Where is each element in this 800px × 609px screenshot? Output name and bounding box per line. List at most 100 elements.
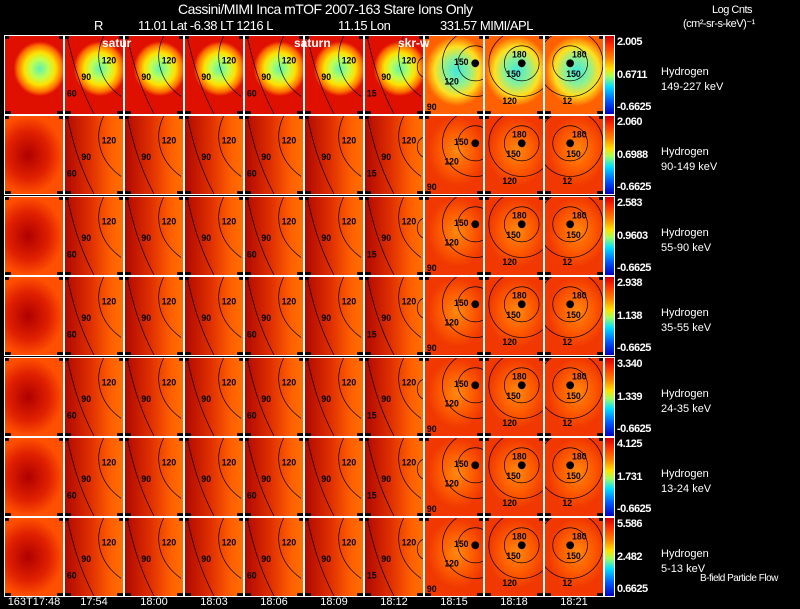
species-label: Hydrogen — [661, 307, 709, 319]
contour-label: 120 — [402, 55, 417, 65]
colorbar-cmid-label: 0.9603 — [617, 230, 648, 242]
contour-label: 180 — [572, 210, 587, 220]
image-panel: 90 120 60 — [244, 115, 304, 195]
colorbar-cmax-label: 2.005 — [617, 36, 643, 48]
time-tick-label: 17:54 — [80, 596, 108, 608]
contour-label: 120 — [342, 296, 357, 306]
contour-label: 120 — [162, 296, 177, 306]
contour-label: 150 — [506, 391, 521, 401]
contour-label: 120 — [402, 537, 417, 547]
channel-label: Hydrogen 35-55 keV — [661, 306, 711, 336]
image-panel: 90 120 — [304, 35, 364, 115]
contour-label: 90 — [381, 72, 391, 82]
image-panel: 180 150 12 — [544, 35, 604, 115]
contour-label: 120 — [342, 377, 357, 387]
contour-label: 12 — [562, 96, 572, 106]
image-panel: 180 150 12 — [544, 276, 604, 356]
contour-label: 120 — [444, 157, 459, 167]
colorbar-cmid-label: 0.6988 — [617, 149, 648, 161]
contour-label: 180 — [512, 531, 527, 541]
image-panel: 90 120 60 — [64, 196, 124, 276]
contour-label: 150 — [454, 459, 469, 469]
contour-label: 12 — [562, 257, 572, 267]
contour-label: 60 — [247, 88, 257, 98]
image-grid: 90 120 60 90 120 90 120 90 120 60 90 120 90 120 15 150 1… — [4, 35, 604, 598]
image-panel: 90 120 60 — [64, 115, 124, 195]
image-panel: 90 120 15 — [364, 115, 424, 195]
contour-label: 60 — [67, 88, 77, 98]
colorbar-cmid-label: 2.482 — [617, 551, 643, 563]
image-panel: 90 120 60 — [244, 517, 304, 597]
b-field-legend: B-field Particle Flow — [700, 573, 778, 584]
energy-label: 5-13 keV — [661, 563, 706, 575]
contour-label: 120 — [102, 296, 117, 306]
contour-label: 60 — [67, 249, 77, 259]
image-panel: 150 120 90 — [424, 276, 484, 356]
contour-label: 12 — [562, 498, 572, 508]
image-panel: 180 150 120 — [484, 35, 544, 115]
contour-label: 120 — [222, 135, 237, 145]
contour-label: 150 — [566, 471, 581, 481]
channel-label: Hydrogen 149-227 keV — [661, 65, 723, 95]
contour-label: 120 — [444, 77, 459, 87]
contour-label: 90 — [321, 554, 331, 564]
contour-label: 180 — [512, 210, 527, 220]
contour-label: 150 — [454, 379, 469, 389]
time-tick-label: 18:00 — [140, 596, 168, 608]
time-tick-label: 18:12 — [380, 596, 408, 608]
contour-label: 120 — [444, 238, 459, 248]
colorbar-cmin-label: -0.6625 — [617, 423, 651, 435]
contour-label: 120 — [502, 257, 517, 267]
time-tick-label: 18:15 — [440, 596, 468, 608]
contour-label: 150 — [454, 137, 469, 147]
contour-label: 120 — [162, 537, 177, 547]
colorbar-cmin-label: -0.6625 — [617, 503, 651, 515]
contour-label: 120 — [102, 457, 117, 467]
image-panel: 150 120 90 — [424, 35, 484, 115]
contour-label: 150 — [566, 149, 581, 159]
image-panel: 90 120 — [184, 517, 244, 597]
image-panel: 90 120 — [304, 115, 364, 195]
energy-label: 13-24 keV — [661, 483, 712, 495]
contour-label: 90 — [321, 152, 331, 162]
contour-label: 150 — [454, 539, 469, 549]
image-panel: 90 120 — [304, 276, 364, 356]
energy-label: 55-90 keV — [661, 242, 712, 254]
contour-label: 60 — [247, 410, 257, 420]
units-label-2: (cm²-sr-s-keV)⁻¹ — [683, 18, 755, 30]
contour-label: 150 — [566, 310, 581, 320]
colorbar-cmin-label: 0.6625 — [617, 583, 648, 595]
contour-label: 120 — [102, 377, 117, 387]
image-panel: 180 150 120 — [484, 115, 544, 195]
colorbar-cmin-label: -0.6625 — [617, 181, 651, 193]
overlay-label-saturn: saturn — [294, 36, 331, 50]
contour-label: 60 — [67, 168, 77, 178]
species-label: Hydrogen — [661, 388, 709, 400]
time-tick-label: 18:18 — [500, 596, 528, 608]
channel-label: Hydrogen 5-13 keV — [661, 547, 709, 577]
image-panel: 90 120 60 — [64, 357, 124, 437]
image-panel: 90 120 60 — [64, 35, 124, 115]
channel-label: Hydrogen 55-90 keV — [661, 226, 711, 256]
contour-label: 12 — [562, 176, 572, 186]
contour-label: 90 — [81, 72, 91, 82]
contour-label: 120 — [402, 457, 417, 467]
image-panel: 180 150 12 — [544, 517, 604, 597]
colorbar-cmax-label: 5.586 — [617, 518, 643, 530]
channel-label: Hydrogen 13-24 keV — [661, 467, 711, 497]
colorbar-cmax-label: 2.583 — [617, 197, 643, 209]
contour-label: 60 — [67, 329, 77, 339]
contour-label: 150 — [506, 471, 521, 481]
contour-label: 120 — [502, 498, 517, 508]
contour-label: 90 — [81, 313, 91, 323]
contour-label: 120 — [282, 216, 297, 226]
colorbar-cmid-label: 0.6711 — [617, 69, 648, 81]
channel-label: Hydrogen 90-149 keV — [661, 145, 717, 175]
image-panel: 90 120 — [304, 196, 364, 276]
contour-label: 180 — [572, 129, 587, 139]
contour-label: 60 — [67, 490, 77, 500]
contour-label: 60 — [67, 410, 77, 420]
channel-label: Hydrogen 24-35 keV — [661, 387, 711, 417]
image-panel: 90 120 — [304, 357, 364, 437]
contour-label: 120 — [444, 559, 459, 569]
